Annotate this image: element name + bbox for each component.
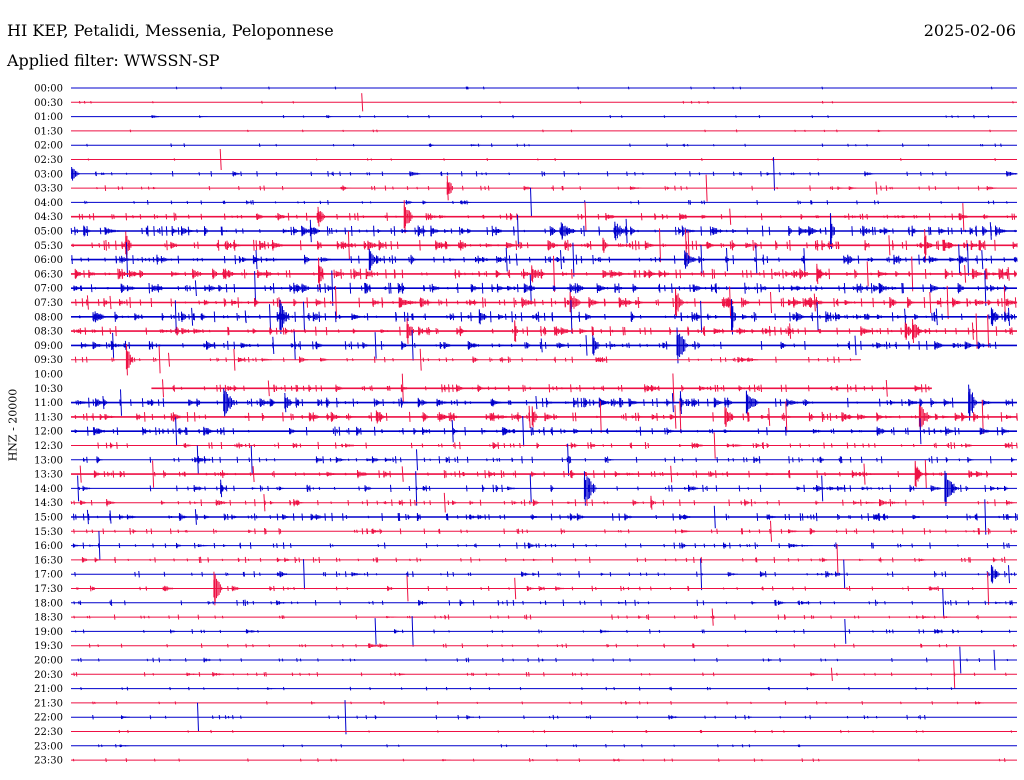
time-tick-label: 14:30	[34, 498, 63, 509]
time-tick-label: 22:00	[34, 713, 63, 724]
seismic-burst	[78, 200, 1016, 234]
seismic-burst	[73, 588, 1014, 617]
seismic-burst	[86, 143, 1002, 148]
time-tick-label: 02:00	[34, 141, 63, 152]
seismic-burst	[74, 416, 1011, 447]
time-tick-label: 15:30	[34, 527, 63, 538]
seismic-burst	[75, 384, 1016, 421]
seismic-burst	[75, 285, 1018, 320]
seismic-burst	[73, 313, 1014, 349]
time-tick-label: 04:00	[34, 198, 63, 209]
filter-label: Applied filter: WWSSN-SP	[7, 51, 220, 70]
time-tick-label: 23:00	[34, 741, 63, 752]
seismic-burst	[87, 148, 996, 171]
time-tick-label: 10:30	[34, 384, 63, 395]
time-tick-label: 15:00	[34, 513, 63, 524]
time-tick-label: 16:30	[34, 555, 63, 566]
time-tick-label: 08:30	[34, 327, 63, 338]
time-tick-label: 05:00	[34, 227, 63, 238]
time-tick-label: 02:30	[34, 155, 63, 166]
seismic-burst	[73, 520, 1018, 542]
time-tick-label: 23:30	[34, 756, 63, 767]
seismic-burst	[92, 700, 926, 735]
time-tick-label: 17:00	[34, 570, 63, 581]
time-tick-label: 18:00	[34, 598, 63, 609]
time-tick-label: 13:00	[34, 455, 63, 466]
time-tick-label: 14:00	[34, 484, 63, 495]
seismic-burst	[70, 213, 1017, 249]
time-tick-label: 09:00	[34, 341, 63, 352]
seismic-burst	[80, 686, 953, 691]
seismic-burst	[162, 373, 930, 404]
seismic-burst	[77, 646, 1009, 674]
time-tick-label: 05:30	[34, 241, 63, 252]
seismic-burst	[84, 187, 1008, 218]
time-tick-label: 18:30	[34, 613, 63, 624]
time-tick-label: 21:30	[34, 698, 63, 709]
time-tick-label: 03:30	[34, 184, 63, 195]
seismic-burst	[79, 299, 1017, 335]
seismic-burst	[71, 157, 1018, 191]
seismic-burst	[97, 432, 1018, 459]
time-tick-label: 22:30	[34, 727, 63, 738]
time-tick-label: 20:00	[34, 656, 63, 667]
seismic-burst	[72, 228, 1018, 263]
seismic-burst	[73, 270, 1009, 306]
time-tick-label: 11:00	[34, 398, 63, 409]
time-tick-label: 12:00	[34, 427, 63, 438]
seismic-burst	[79, 459, 1013, 489]
seismic-burst	[88, 643, 1015, 649]
time-tick-label: 04:30	[34, 212, 63, 223]
time-tick-label: 11:30	[34, 412, 63, 423]
seismic-burst	[175, 86, 993, 90]
seismic-burst	[98, 744, 801, 748]
seismic-burst	[83, 443, 1015, 476]
seismic-burst	[79, 93, 1014, 112]
time-tick-label: 03:00	[34, 169, 63, 180]
seismic-burst	[92, 700, 986, 705]
time-tick-label: 06:00	[34, 255, 63, 266]
time-tick-label: 12:30	[34, 441, 63, 452]
seismic-burst	[74, 399, 1018, 435]
time-tick-label: 17:30	[34, 584, 63, 595]
seismic-burst	[73, 608, 1011, 626]
seismic-burst	[77, 470, 1009, 507]
seismic-burst	[71, 242, 1018, 277]
station-title: HI KEP, Petalidi, Messenia, Peloponnese	[7, 21, 334, 40]
seismic-burst	[74, 616, 1011, 647]
time-tick-label: 16:00	[34, 541, 63, 552]
seismic-burst	[76, 571, 990, 606]
seismic-burst	[74, 558, 1016, 591]
time-tick-label: 21:00	[34, 684, 63, 695]
time-tick-label: 09:30	[34, 355, 63, 366]
time-tick-label: 01:30	[34, 126, 63, 137]
seismic-burst	[70, 492, 1015, 513]
time-tick-label: 20:30	[34, 670, 63, 681]
time-tick-label: 07:30	[34, 298, 63, 309]
date-label: 2025-02-06	[923, 21, 1016, 40]
seismic-burst	[81, 544, 1006, 576]
seismic-burst	[74, 343, 852, 376]
time-tick-label: 06:30	[34, 269, 63, 280]
time-tick-label: 07:00	[34, 284, 63, 295]
seismic-burst	[80, 327, 997, 364]
time-tick-label: 00:00	[34, 84, 63, 95]
time-tick-label: 08:00	[34, 312, 63, 323]
seismic-burst	[129, 129, 991, 133]
seismic-burst	[72, 531, 1010, 561]
time-tick-label: 01:00	[34, 112, 63, 123]
seismic-burst	[151, 114, 990, 119]
time-tick-label: 19:30	[34, 641, 63, 652]
seismic-burst	[118, 729, 1013, 734]
time-tick-label: 10:00	[34, 370, 63, 381]
seismic-burst	[73, 660, 1007, 689]
time-tick-label: 19:00	[34, 627, 63, 638]
seismic-burst	[73, 499, 1018, 535]
time-tick-label: 13:30	[34, 470, 63, 481]
seismic-burst	[74, 255, 1017, 292]
seismic-burst	[96, 174, 999, 202]
seismic-burst	[72, 758, 1006, 763]
time-tick-label: 00:30	[34, 98, 63, 109]
